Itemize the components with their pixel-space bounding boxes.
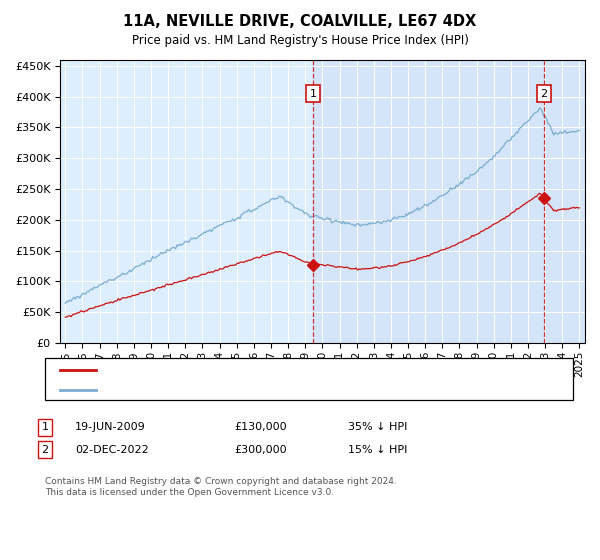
Text: 35% ↓ HPI: 35% ↓ HPI [348, 422, 407, 432]
Text: 1: 1 [310, 89, 317, 99]
Text: 2: 2 [41, 445, 49, 455]
Text: 11A, NEVILLE DRIVE, COALVILLE, LE67 4DX (detached house): 11A, NEVILLE DRIVE, COALVILLE, LE67 4DX … [105, 365, 446, 375]
Text: 2: 2 [540, 89, 547, 99]
Text: £300,000: £300,000 [234, 445, 287, 455]
Bar [313, 60, 584, 343]
Text: 11A, NEVILLE DRIVE, COALVILLE, LE67 4DX: 11A, NEVILLE DRIVE, COALVILLE, LE67 4DX [124, 14, 476, 29]
Text: HPI: Average price, detached house, North West Leicestershire: HPI: Average price, detached house, Nort… [105, 385, 455, 395]
Text: 15% ↓ HPI: 15% ↓ HPI [348, 445, 407, 455]
Text: Contains HM Land Registry data © Crown copyright and database right 2024.
This d: Contains HM Land Registry data © Crown c… [45, 477, 397, 497]
Text: £130,000: £130,000 [234, 422, 287, 432]
Text: Price paid vs. HM Land Registry's House Price Index (HPI): Price paid vs. HM Land Registry's House … [131, 34, 469, 46]
Text: 1: 1 [41, 422, 49, 432]
Text: 19-JUN-2009: 19-JUN-2009 [75, 422, 146, 432]
Text: 02-DEC-2022: 02-DEC-2022 [75, 445, 149, 455]
